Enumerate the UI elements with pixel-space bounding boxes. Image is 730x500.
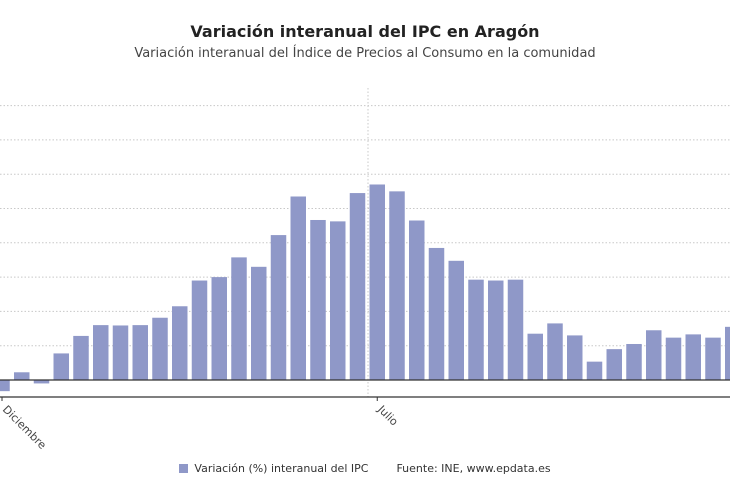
- bar: [152, 317, 168, 380]
- bar: [0, 380, 10, 392]
- source-note: Fuente: INE, www.epdata.es: [396, 462, 551, 475]
- bar: [705, 337, 721, 380]
- x-tick-label: Diciembre: [0, 403, 49, 452]
- bar: [586, 361, 603, 380]
- bar: [132, 325, 148, 380]
- bar-chart: Diciembre Julio: [0, 88, 730, 452]
- legend: Variación (%) interanual del IPC Fuente:…: [0, 462, 730, 475]
- bar: [665, 337, 682, 380]
- bar: [626, 343, 642, 380]
- bar: [330, 221, 346, 380]
- bar: [211, 277, 227, 380]
- legend-label[interactable]: Variación (%) interanual del IPC: [194, 462, 369, 475]
- bar: [369, 184, 385, 380]
- bar: [507, 279, 524, 380]
- bar: [172, 306, 188, 380]
- bar: [290, 196, 306, 380]
- bar: [547, 323, 563, 380]
- x-tick-label: Julio: [374, 402, 400, 428]
- bar: [270, 235, 287, 380]
- bar: [606, 349, 622, 380]
- bar: [93, 325, 109, 380]
- bar: [349, 193, 366, 380]
- bar: [409, 220, 425, 380]
- bar: [112, 325, 129, 380]
- bar: [567, 335, 583, 380]
- bar: [389, 191, 405, 380]
- bar: [468, 279, 484, 380]
- bar: [53, 353, 69, 380]
- bar: [14, 372, 30, 380]
- bar: [488, 280, 504, 380]
- bar: [725, 326, 730, 380]
- bar: [448, 260, 464, 380]
- bar: [646, 330, 662, 380]
- bar: [231, 257, 247, 380]
- bar: [428, 247, 445, 380]
- legend-swatch: [179, 464, 189, 473]
- bar: [33, 380, 50, 384]
- bar: [310, 219, 326, 380]
- bar: [191, 280, 208, 380]
- bar: [685, 334, 701, 380]
- bar: [251, 266, 267, 380]
- bar: [73, 335, 89, 380]
- bar: [527, 333, 543, 380]
- chart-subtitle: Variación interanual del Índice de Preci…: [134, 46, 596, 61]
- chart-title: Variación interanual del IPC en Aragón: [190, 22, 540, 41]
